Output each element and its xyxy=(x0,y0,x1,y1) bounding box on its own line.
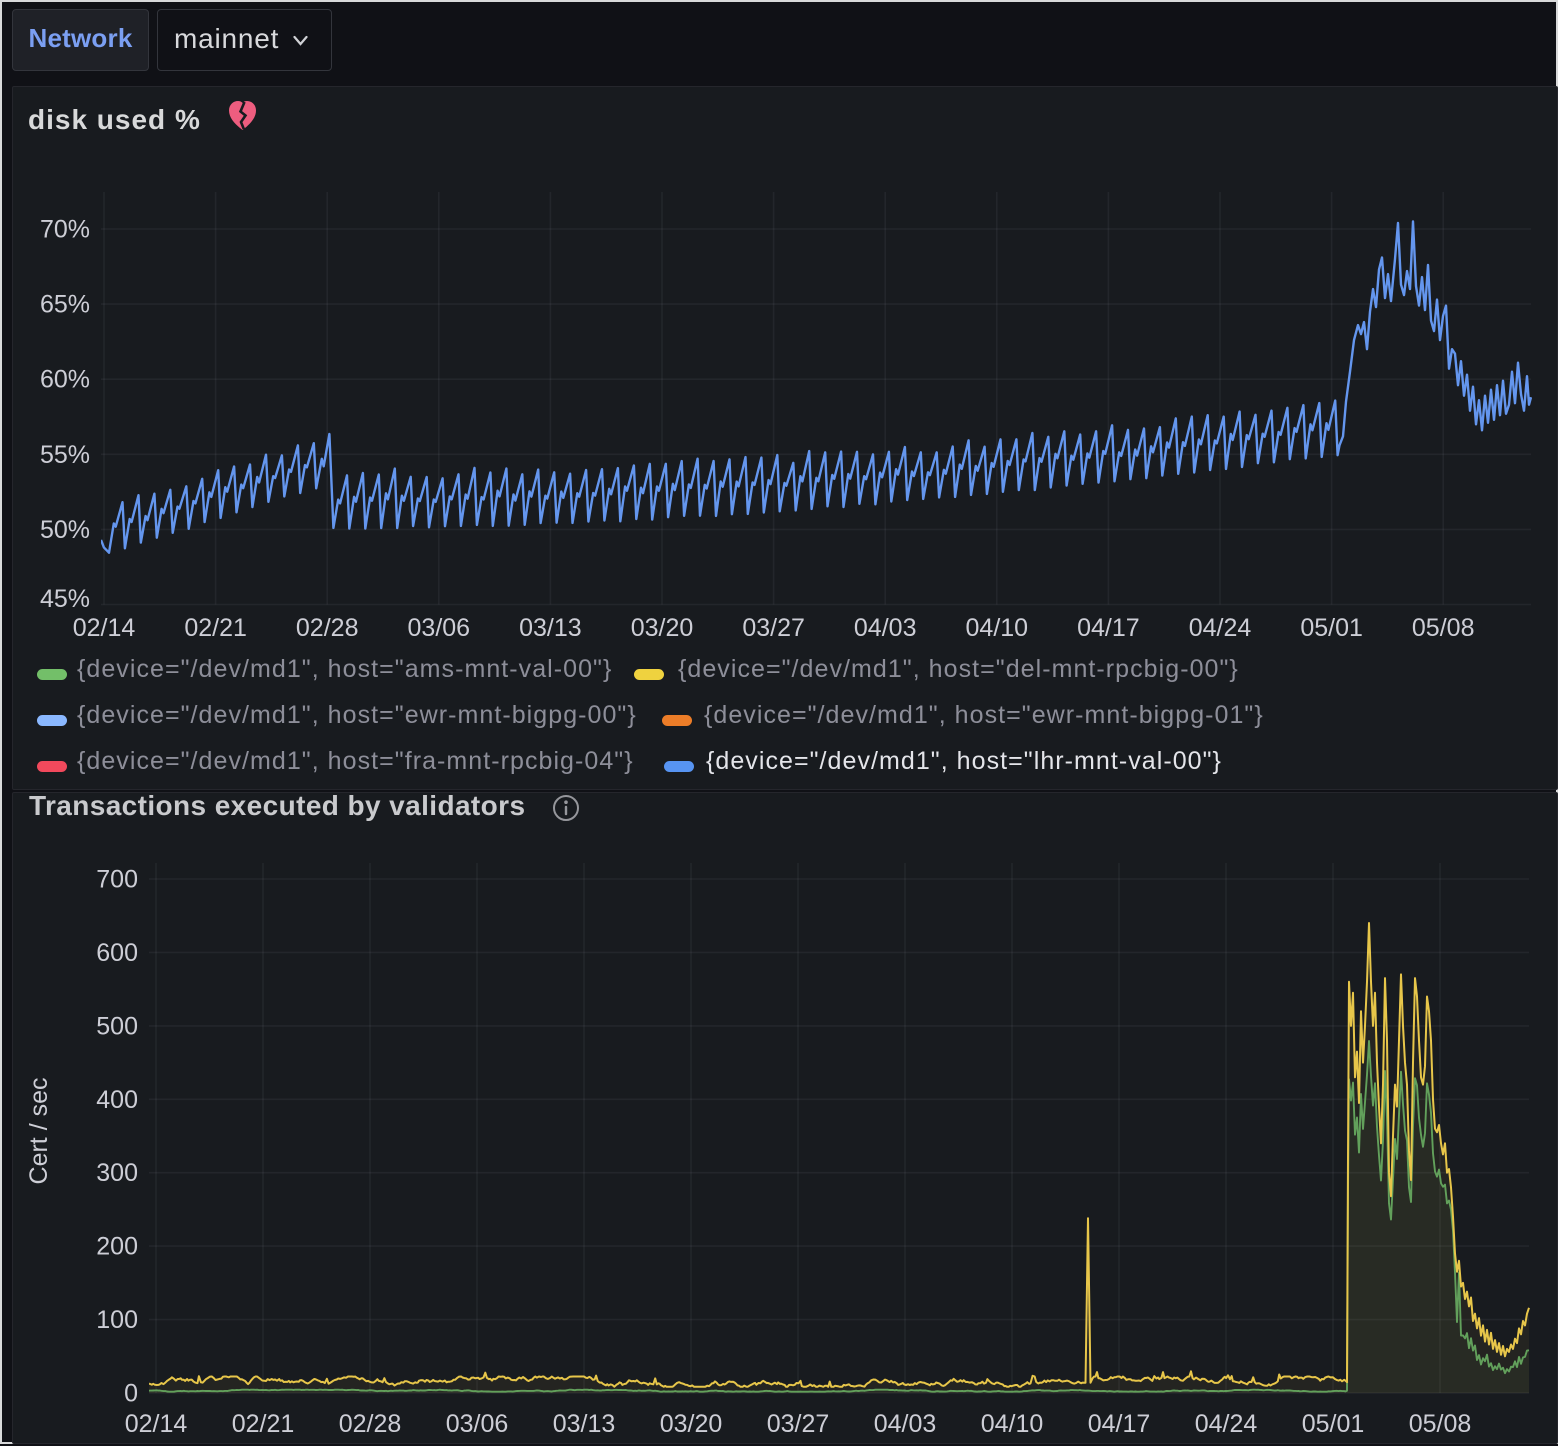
svg-text:0: 0 xyxy=(124,1380,138,1408)
svg-text:600: 600 xyxy=(96,939,138,967)
svg-text:200: 200 xyxy=(96,1233,138,1261)
svg-text:02/28: 02/28 xyxy=(296,614,359,642)
svg-text:02/14: 02/14 xyxy=(125,1410,188,1438)
svg-text:04/10: 04/10 xyxy=(966,614,1029,642)
svg-text:02/14: 02/14 xyxy=(73,614,136,642)
svg-text:04/03: 04/03 xyxy=(874,1410,937,1438)
svg-text:05/08: 05/08 xyxy=(1412,614,1475,642)
svg-text:03/27: 03/27 xyxy=(767,1410,830,1438)
svg-text:100: 100 xyxy=(96,1306,138,1334)
svg-text:05/01: 05/01 xyxy=(1302,1410,1365,1438)
svg-text:45%: 45% xyxy=(40,585,90,613)
svg-text:03/27: 03/27 xyxy=(742,614,805,642)
svg-text:04/03: 04/03 xyxy=(854,614,917,642)
svg-text:65%: 65% xyxy=(40,291,90,319)
svg-text:04/17: 04/17 xyxy=(1077,614,1140,642)
svg-text:02/21: 02/21 xyxy=(232,1410,295,1438)
svg-text:05/01: 05/01 xyxy=(1300,614,1363,642)
svg-text:03/06: 03/06 xyxy=(408,614,471,642)
svg-text:03/13: 03/13 xyxy=(553,1410,616,1438)
svg-text:500: 500 xyxy=(96,1012,138,1040)
svg-text:60%: 60% xyxy=(40,366,90,394)
svg-text:Cert / sec: Cert / sec xyxy=(25,1078,53,1185)
svg-text:300: 300 xyxy=(96,1159,138,1187)
svg-text:55%: 55% xyxy=(40,441,90,469)
svg-text:03/20: 03/20 xyxy=(631,614,694,642)
svg-text:700: 700 xyxy=(96,866,138,894)
svg-text:70%: 70% xyxy=(40,216,90,244)
svg-text:04/24: 04/24 xyxy=(1195,1410,1258,1438)
svg-text:02/21: 02/21 xyxy=(184,614,247,642)
svg-text:04/24: 04/24 xyxy=(1189,614,1252,642)
svg-text:03/20: 03/20 xyxy=(660,1410,723,1438)
svg-text:400: 400 xyxy=(96,1086,138,1114)
svg-text:05/08: 05/08 xyxy=(1409,1410,1472,1438)
svg-text:02/28: 02/28 xyxy=(339,1410,402,1438)
svg-text:03/13: 03/13 xyxy=(519,614,582,642)
svg-text:50%: 50% xyxy=(40,516,90,544)
svg-text:04/10: 04/10 xyxy=(981,1410,1044,1438)
svg-text:03/06: 03/06 xyxy=(446,1410,509,1438)
svg-text:04/17: 04/17 xyxy=(1088,1410,1151,1438)
